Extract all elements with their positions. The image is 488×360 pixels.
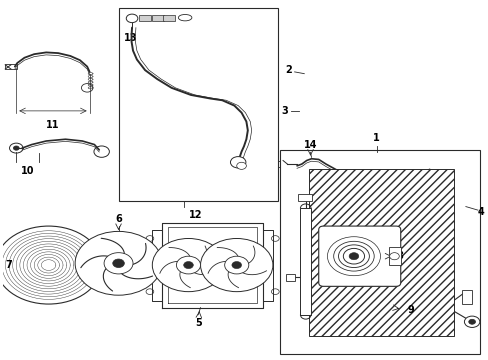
Text: 3: 3 — [281, 106, 287, 116]
FancyBboxPatch shape — [318, 226, 400, 286]
Circle shape — [333, 241, 373, 271]
Circle shape — [343, 248, 364, 264]
Circle shape — [464, 316, 479, 328]
Circle shape — [99, 282, 108, 289]
Circle shape — [386, 307, 395, 314]
Circle shape — [75, 231, 162, 295]
Text: 1: 1 — [372, 133, 379, 143]
Text: 13: 13 — [124, 33, 138, 43]
Circle shape — [468, 319, 474, 324]
Circle shape — [327, 237, 380, 276]
Text: 9: 9 — [407, 305, 414, 315]
Circle shape — [176, 256, 200, 274]
Circle shape — [9, 143, 23, 153]
Circle shape — [0, 226, 102, 304]
Bar — [5, 64, 17, 69]
Circle shape — [231, 261, 241, 269]
Circle shape — [389, 253, 399, 260]
Circle shape — [230, 157, 245, 168]
Bar — [388, 247, 400, 265]
Text: 12: 12 — [188, 210, 202, 220]
Circle shape — [236, 162, 246, 169]
Text: 4: 4 — [477, 207, 484, 217]
Bar — [280, 150, 479, 354]
Circle shape — [183, 261, 193, 269]
Text: 10: 10 — [21, 166, 35, 176]
Text: 11: 11 — [46, 120, 60, 130]
Circle shape — [224, 256, 248, 274]
Circle shape — [348, 253, 358, 260]
Circle shape — [338, 245, 368, 267]
Circle shape — [200, 238, 272, 292]
Text: 14: 14 — [303, 140, 317, 150]
Circle shape — [126, 14, 138, 23]
Text: 8: 8 — [395, 251, 402, 261]
Text: 5: 5 — [194, 318, 201, 328]
Text: 2: 2 — [285, 65, 292, 75]
Circle shape — [13, 146, 19, 150]
Ellipse shape — [178, 14, 191, 21]
Bar — [163, 15, 175, 21]
Circle shape — [81, 84, 93, 92]
Bar — [427, 165, 439, 174]
Bar — [139, 15, 151, 21]
Circle shape — [152, 238, 224, 292]
Bar — [152, 15, 163, 21]
Bar — [277, 161, 288, 167]
Circle shape — [146, 236, 153, 241]
Bar — [300, 208, 310, 315]
Text: 6: 6 — [115, 214, 122, 224]
Circle shape — [94, 146, 109, 157]
Text: 7: 7 — [6, 260, 12, 270]
Bar — [462, 290, 471, 304]
Circle shape — [104, 253, 133, 274]
Bar — [308, 169, 453, 336]
Circle shape — [271, 236, 279, 241]
Circle shape — [113, 259, 124, 267]
Circle shape — [271, 289, 279, 294]
Bar — [118, 8, 277, 201]
Circle shape — [146, 289, 153, 294]
Circle shape — [99, 241, 108, 248]
Bar — [297, 194, 312, 201]
Bar — [285, 274, 294, 281]
